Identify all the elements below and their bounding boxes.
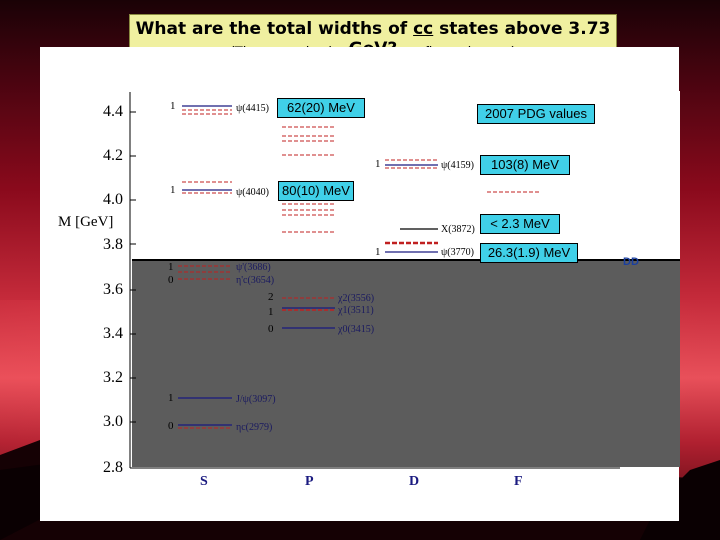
jpc-label: 1 (170, 100, 176, 112)
jpc-label: 1 (168, 261, 174, 273)
jpc-label: 1 (375, 158, 381, 170)
callout-psi4415-width: 62(20) MeV (277, 98, 365, 118)
spectrum-panel (40, 47, 680, 521)
y-tick-label: 3.6 (103, 281, 123, 298)
dd-threshold-label: DD (623, 256, 639, 268)
state-name: ψ(3770) (441, 247, 474, 258)
state-name: ψ'(3686) (236, 262, 271, 273)
jpc-label: 2 (268, 291, 274, 303)
y-tick-label: 4.2 (103, 147, 123, 164)
jpc-label: 1 (375, 246, 381, 258)
y-tick-label: 3.0 (103, 413, 123, 430)
state-name: χ0(3415) (338, 324, 375, 335)
state-name: ψ(4040) (236, 187, 269, 198)
y-tick-label: 3.4 (103, 325, 123, 342)
state-name: X(3872) (441, 224, 475, 235)
state-name: ηc(2979) (236, 422, 273, 433)
category-p: P (305, 474, 314, 489)
y-tick-label: 3.2 (103, 369, 123, 386)
state-name: χ2(3556) (338, 293, 375, 304)
callout-pdg-values: 2007 PDG values (477, 104, 595, 124)
s-wave-levels (178, 105, 232, 429)
below-threshold-region (132, 260, 680, 467)
y-axis-ticks (130, 111, 136, 423)
p-wave-levels (282, 126, 335, 329)
jpc-label: 1 (168, 392, 174, 404)
dd-threshold-line (132, 259, 680, 261)
y-axis-label: M [GeV] (58, 214, 114, 230)
state-name: ψ(4159) (441, 160, 474, 171)
callout-psi3770-width: 26.3(1.9) MeV (480, 243, 578, 263)
state-name: J/ψ(3097) (236, 394, 276, 405)
jpc-label: 0 (168, 420, 174, 432)
y-tick-label: 4.4 (103, 103, 123, 120)
callout-x3872-width: < 2.3 MeV (480, 214, 560, 234)
state-name: χ1(3511) (338, 305, 374, 316)
category-f: F (514, 474, 523, 489)
category-s: S (200, 474, 208, 489)
jpc-label: 1 (268, 306, 274, 318)
callout-psi4159-width: 103(8) MeV (480, 155, 570, 175)
state-name: ψ(4415) (236, 103, 269, 114)
y-tick-label: 4.0 (103, 191, 123, 208)
d-wave-levels (385, 159, 438, 253)
jpc-label: 0 (168, 274, 174, 286)
jpc-label: 0 (268, 323, 274, 335)
y-tick-label: 3.8 (103, 236, 123, 253)
callout-psi4040-width: 80(10) MeV (278, 181, 354, 201)
category-d: D (409, 474, 420, 489)
state-name: η'c(3654) (236, 275, 275, 286)
jpc-label: 1 (170, 184, 176, 196)
y-tick-label: 2.8 (103, 459, 123, 476)
